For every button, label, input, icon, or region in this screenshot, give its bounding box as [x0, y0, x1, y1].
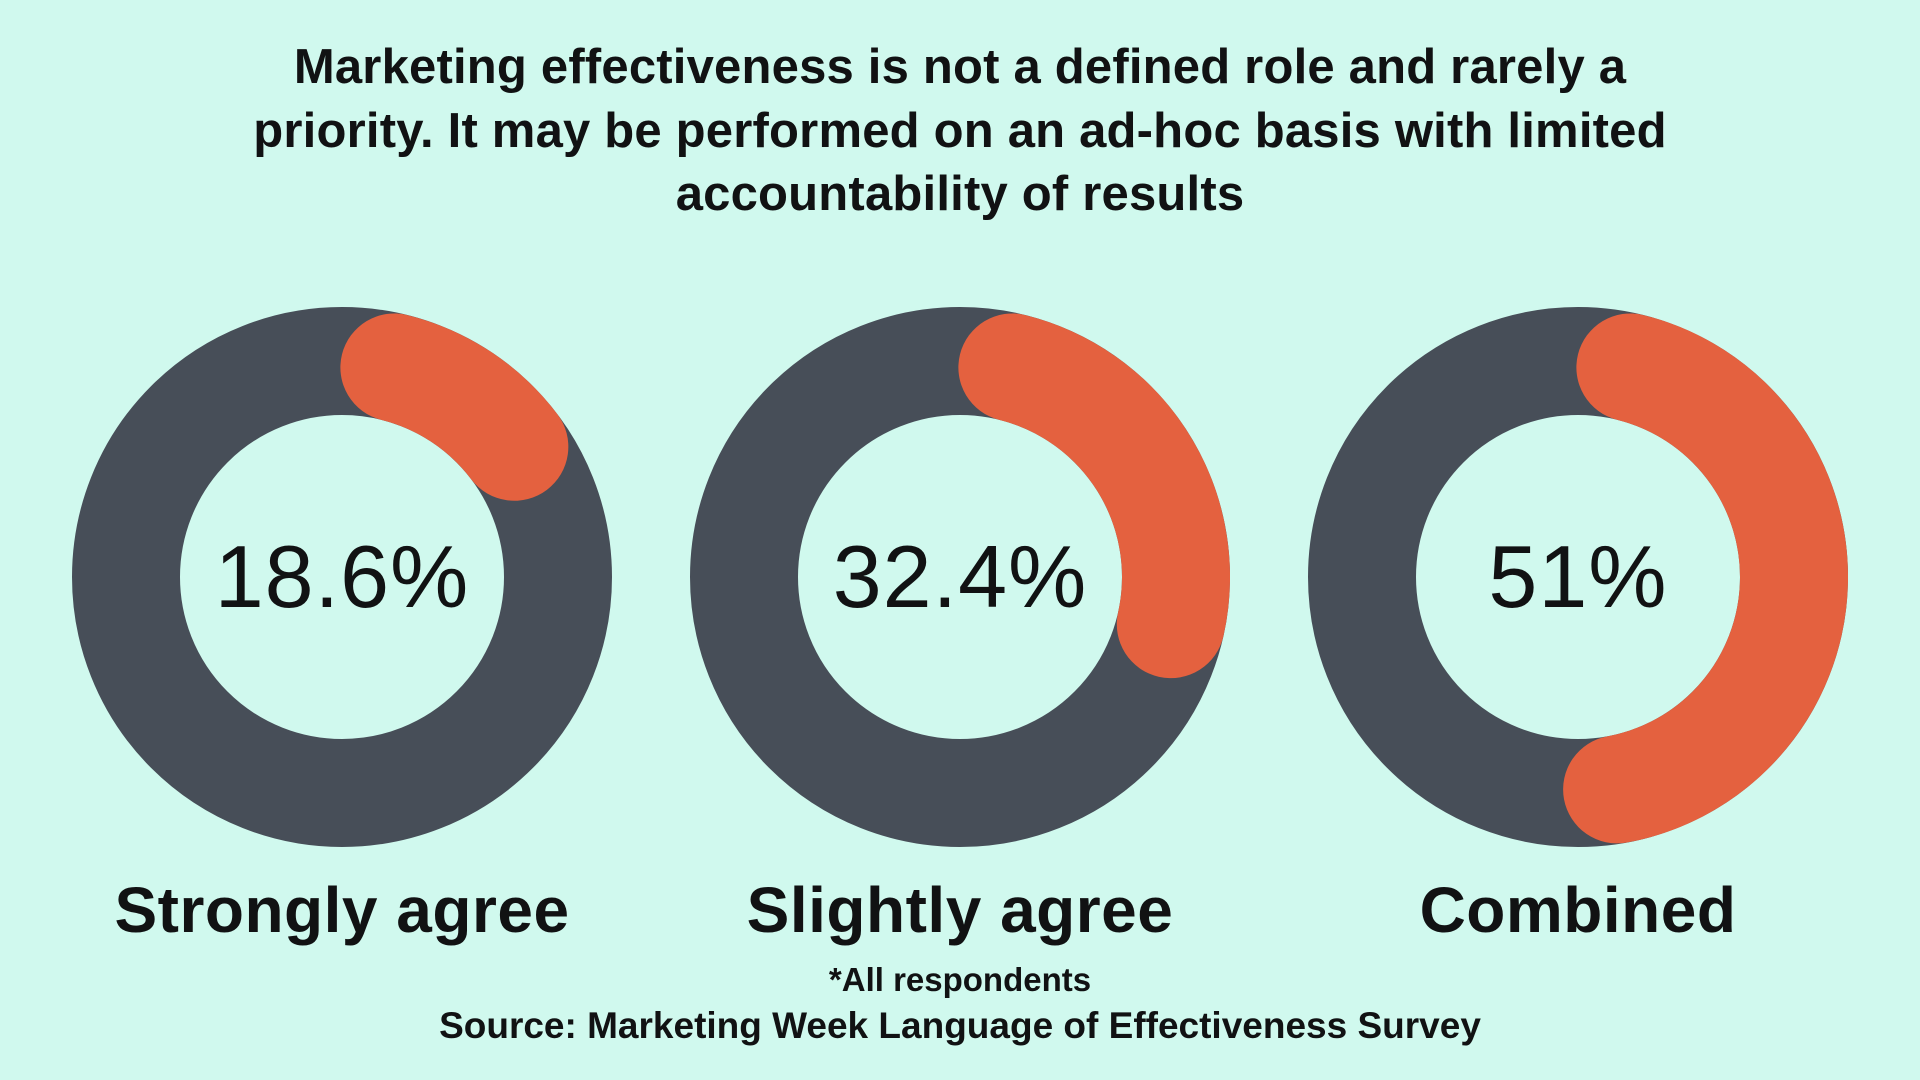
donut-arc-segment	[340, 313, 569, 501]
donut-chart-strongly-agree: 18.6% Strongly agree	[72, 307, 612, 947]
donut-arc-segment	[1563, 313, 1848, 844]
donut-arc-segment	[958, 313, 1230, 679]
title-line-3: accountability of results	[675, 167, 1245, 222]
donut-chart-row: 18.6% Strongly agree 32.4% Slightly agre…	[0, 307, 1920, 947]
footer: *All respondents Source: Marketing Week …	[0, 959, 1920, 1050]
donut-svg	[690, 307, 1230, 848]
donut-chart-combined: 51% Combined	[1308, 307, 1848, 947]
donut-ring-strongly-agree: 18.6%	[72, 307, 612, 848]
donut-label-strongly-agree: Strongly agree	[114, 874, 570, 947]
title-line-2: priority. It may be performed on an ad-h…	[253, 103, 1667, 158]
donut-center-value: 51%	[1488, 527, 1668, 627]
source-attribution: Source: Marketing Week Language of Effec…	[439, 1004, 1481, 1046]
donut-svg	[1308, 307, 1848, 848]
footnote: *All respondents	[828, 961, 1092, 999]
donut-ring-slightly-agree: 32.4%	[690, 307, 1230, 848]
donut-label-combined: Combined	[1419, 874, 1737, 947]
title-line-1: Marketing effectiveness is not a defined…	[293, 40, 1627, 94]
page-title: Marketing effectiveness is not a defined…	[0, 0, 1920, 227]
donut-label-slightly-agree: Slightly agree	[746, 874, 1174, 947]
donut-svg	[72, 307, 612, 848]
donut-ring-combined: 51%	[1308, 307, 1848, 848]
donut-center-value: 18.6%	[214, 527, 470, 627]
donut-center-value: 32.4%	[832, 527, 1088, 627]
donut-chart-slightly-agree: 32.4% Slightly agree	[690, 307, 1230, 947]
